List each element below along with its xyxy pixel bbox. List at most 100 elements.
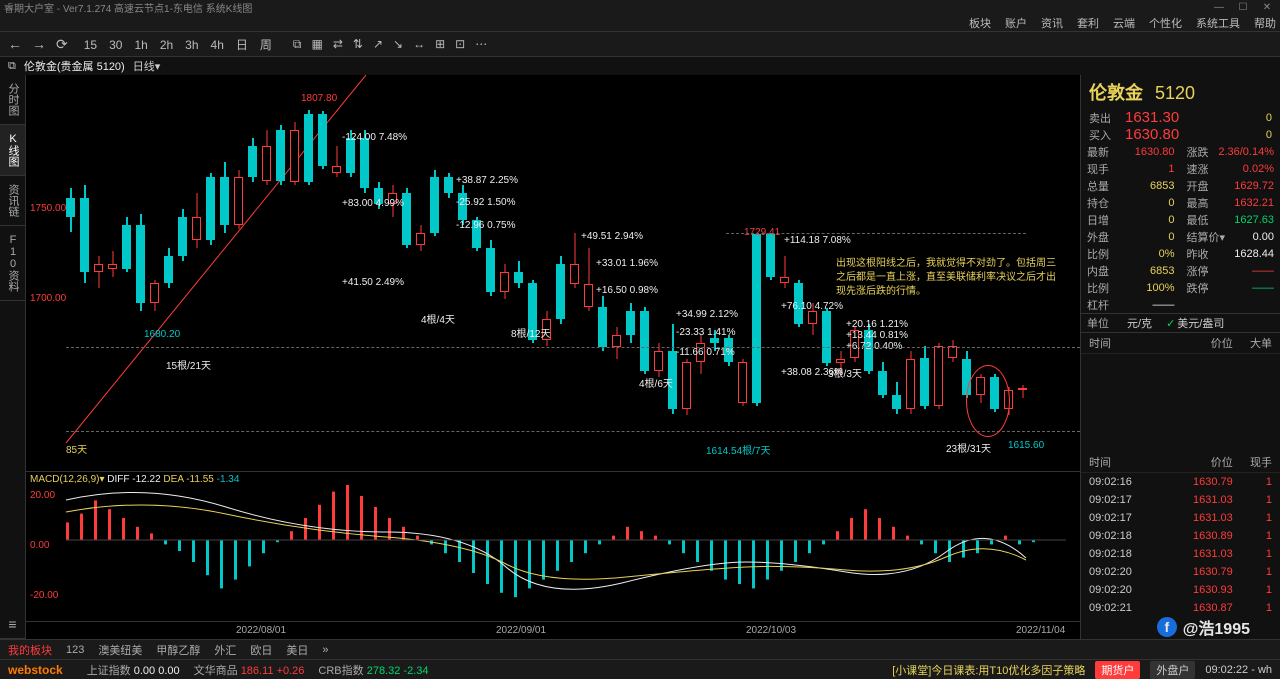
quote-持仓: 持仓0 [1081, 194, 1181, 211]
status-CRB指数: CRB指数 278.32 -2.34 [318, 665, 428, 677]
bottom-tab-我的板块[interactable]: 我的板块 [8, 642, 52, 658]
menu-系统工具[interactable]: 系统工具 [1196, 15, 1240, 31]
left-tab-2[interactable]: 资讯链 [0, 176, 25, 226]
annotation: 8根/12天 [511, 325, 550, 340]
candle [514, 261, 523, 288]
candle [416, 225, 425, 252]
menu-账户[interactable]: 账户 [1005, 15, 1027, 31]
quote-昨收: 昨收1628.44 [1181, 245, 1280, 262]
forward-button[interactable]: → [32, 36, 46, 52]
maximize-button[interactable]: ☐ [1234, 2, 1252, 13]
bottom-tab-美日[interactable]: 美日 [286, 642, 308, 658]
macd-chart[interactable]: MACD(12,26,9)▾ DIFF -12.22 DEA -11.55 -1… [26, 471, 1080, 621]
tick-row: 09:02:181631.031 [1081, 545, 1280, 563]
period-2h[interactable]: 2h [160, 38, 173, 52]
period-30[interactable]: 30 [109, 38, 122, 52]
annotation: 1680.20 [144, 329, 180, 340]
tick-row: 09:02:161630.791 [1081, 473, 1280, 491]
candle [178, 209, 187, 261]
left-tab-1[interactable]: K线图 [0, 125, 25, 176]
annotation: -12.96 0.75% [456, 220, 516, 231]
quote-最新: 最新1630.80 [1081, 143, 1181, 160]
toolbar-icon-6[interactable]: ↔ [413, 37, 425, 51]
quote-外盘: 外盘0 [1081, 228, 1181, 245]
annotation: +34.99 2.12% [676, 309, 738, 320]
bottom-tab-澳美纽美[interactable]: 澳美纽美 [98, 642, 142, 658]
candle [80, 185, 89, 283]
menu-云端[interactable]: 云端 [1113, 15, 1135, 31]
menu-资讯[interactable]: 资讯 [1041, 15, 1063, 31]
annotation: +33.01 1.96% [596, 258, 658, 269]
bottom-tab-123[interactable]: 123 [66, 644, 84, 656]
candle [66, 188, 75, 232]
annotation: +49.51 2.94% [581, 231, 643, 242]
candle [906, 351, 915, 414]
refresh-button[interactable]: ⟳ [56, 36, 68, 53]
annotation: +83.00 4.99% [342, 198, 404, 209]
facebook-icon: f [1157, 617, 1177, 637]
left-tab-0[interactable]: 分时图 [0, 75, 25, 125]
buy-price: 1630.80 [1125, 126, 1179, 143]
quote-跌停: 跌停—— [1181, 279, 1280, 296]
hamburger-icon[interactable]: ≡ [0, 610, 25, 639]
candle [878, 362, 887, 398]
bottom-tab-外汇[interactable]: 外汇 [214, 642, 236, 658]
period-3h[interactable]: 3h [185, 38, 198, 52]
annotation: 15根/21天 [166, 357, 211, 372]
toolbar-icon-8[interactable]: ⊡ [455, 37, 465, 51]
left-tab-3[interactable]: F10资料 [0, 226, 25, 301]
annotation: 3根/3天 [828, 365, 862, 380]
tick-header-2: 时间价位现手 [1081, 452, 1280, 473]
annotation: 4根/4天 [421, 311, 455, 326]
bottom-tab-欧日[interactable]: 欧日 [250, 642, 272, 658]
chart-area: 1750.001700.001807.801680.2015根/21天85天-1… [26, 75, 1080, 639]
period-4h[interactable]: 4h [211, 38, 224, 52]
foreign-account-button[interactable]: 外盘户 [1150, 661, 1195, 679]
unit-cny[interactable]: 元/克 [1127, 315, 1152, 331]
period-1h[interactable]: 1h [134, 38, 147, 52]
quote-最高: 最高1632.21 [1181, 194, 1280, 211]
annotation: +16.50 0.98% [596, 285, 658, 296]
annotation: -25.92 1.50% [456, 197, 516, 208]
toolbar-icon-1[interactable]: ▦ [312, 37, 323, 51]
minimize-button[interactable]: — [1210, 2, 1228, 13]
toolbar-icon-0[interactable]: ⧉ [293, 37, 302, 51]
bottom-tab-»[interactable]: » [322, 644, 328, 656]
candle [934, 343, 943, 409]
period-周[interactable]: 周 [260, 38, 272, 52]
quote-涨停: 涨停—— [1181, 262, 1280, 279]
toolbar-icon-9[interactable]: ⋯ [475, 37, 487, 51]
unit-usd[interactable]: 美元/盎司 [1177, 315, 1224, 331]
highlight-ellipse [966, 365, 1010, 437]
candle [332, 146, 341, 178]
futures-account-button[interactable]: 期货户 [1095, 661, 1140, 679]
quote-结算价▾: 结算价▾0.00 [1181, 228, 1280, 245]
toolbar-icon-2[interactable]: ⇄ [333, 37, 343, 51]
period-15[interactable]: 15 [84, 38, 97, 52]
toolbar-icon-4[interactable]: ↗ [373, 37, 383, 51]
annotation: +114.18 7.08% [784, 235, 851, 246]
bottom-tab-甲醇乙醇[interactable]: 甲醇乙醇 [156, 642, 200, 658]
sell-label: 卖出 [1089, 110, 1121, 126]
price-chart[interactable]: 1750.001700.001807.801680.2015根/21天85天-1… [26, 75, 1080, 471]
back-button[interactable]: ← [8, 36, 22, 52]
close-button[interactable]: ✕ [1258, 2, 1276, 13]
menu-板块[interactable]: 板块 [969, 15, 991, 31]
toolbar-icon-3[interactable]: ⇅ [353, 37, 363, 51]
toolbar-icon-7[interactable]: ⊞ [435, 37, 445, 51]
instrument-name: 伦敦金(贵金属 5120) [24, 58, 125, 74]
menu-个性化[interactable]: 个性化 [1149, 15, 1182, 31]
instrument-code: 5120 [1155, 83, 1195, 104]
buy-label: 买入 [1089, 127, 1121, 143]
toolbar-icon-5[interactable]: ↘ [393, 37, 403, 51]
candle [612, 327, 621, 359]
menu-帮助[interactable]: 帮助 [1254, 15, 1276, 31]
annotation: 1614.54根/7天 [706, 442, 771, 457]
quote-杠杆: 杠杆—— [1081, 296, 1181, 313]
news-ticker[interactable]: [小课堂]今日课表:用T10优化多因子策略 [892, 662, 1085, 678]
period-selector[interactable]: 日线▾ [133, 58, 161, 74]
candle [290, 122, 299, 185]
menu-套利[interactable]: 套利 [1077, 15, 1099, 31]
app-title: 睿期大户室 - Ver7.1.274 高速云节点1-东电信 系统K线图 [4, 0, 252, 15]
period-日[interactable]: 日 [236, 38, 248, 52]
